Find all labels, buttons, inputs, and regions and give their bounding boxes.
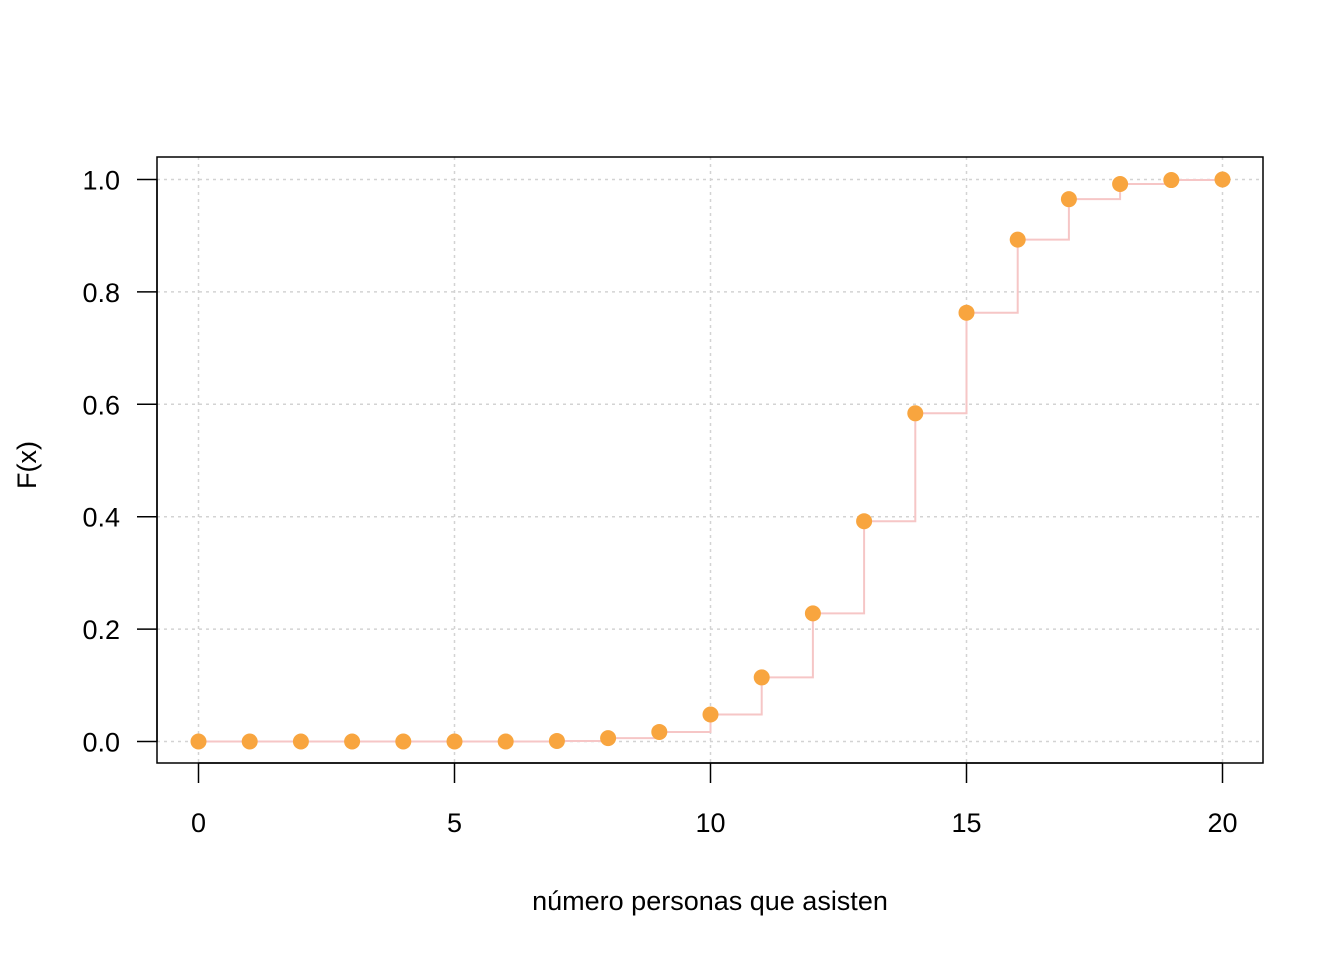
data-point (344, 733, 361, 750)
data-point (1163, 172, 1180, 189)
data-points (190, 171, 1231, 750)
data-point (190, 733, 207, 750)
x-tick-label: 0 (191, 808, 206, 838)
y-tick-label: 0.0 (82, 728, 120, 758)
y-tick-label: 0.8 (82, 278, 120, 308)
y-tick-label: 0.4 (82, 503, 120, 533)
data-point (292, 733, 309, 750)
data-point (1009, 231, 1026, 248)
x-tick-label: 20 (1207, 808, 1237, 838)
x-axis: 0 5 10 15 20 (191, 762, 1238, 838)
x-tick-label: 10 (695, 808, 725, 838)
data-point (651, 723, 668, 740)
x-tick-label: 15 (951, 808, 981, 838)
x-tick-label: 5 (447, 808, 462, 838)
data-point (600, 730, 617, 747)
data-point (702, 706, 719, 723)
data-point (907, 405, 924, 422)
data-point (241, 733, 258, 750)
data-point (1214, 171, 1231, 188)
data-point (497, 733, 514, 750)
data-point (1112, 175, 1129, 192)
data-point (958, 304, 975, 321)
data-point (548, 732, 565, 749)
data-point (804, 605, 821, 622)
y-axis-title: F(x) (12, 441, 42, 489)
y-axis: 0.0 0.2 0.4 0.6 0.8 1.0 (82, 166, 158, 758)
step-function-line (198, 179, 1224, 743)
data-point (395, 733, 412, 750)
data-point (753, 669, 770, 686)
y-tick-label: 0.6 (82, 390, 120, 420)
grid (157, 157, 1263, 763)
step-line (198, 179, 1224, 743)
y-tick-label: 1.0 (82, 166, 120, 196)
data-point (1060, 191, 1077, 208)
data-point (856, 513, 873, 530)
x-axis-title: número personas que asisten (532, 886, 888, 916)
y-tick-label: 0.2 (82, 615, 120, 645)
data-point (446, 733, 463, 750)
